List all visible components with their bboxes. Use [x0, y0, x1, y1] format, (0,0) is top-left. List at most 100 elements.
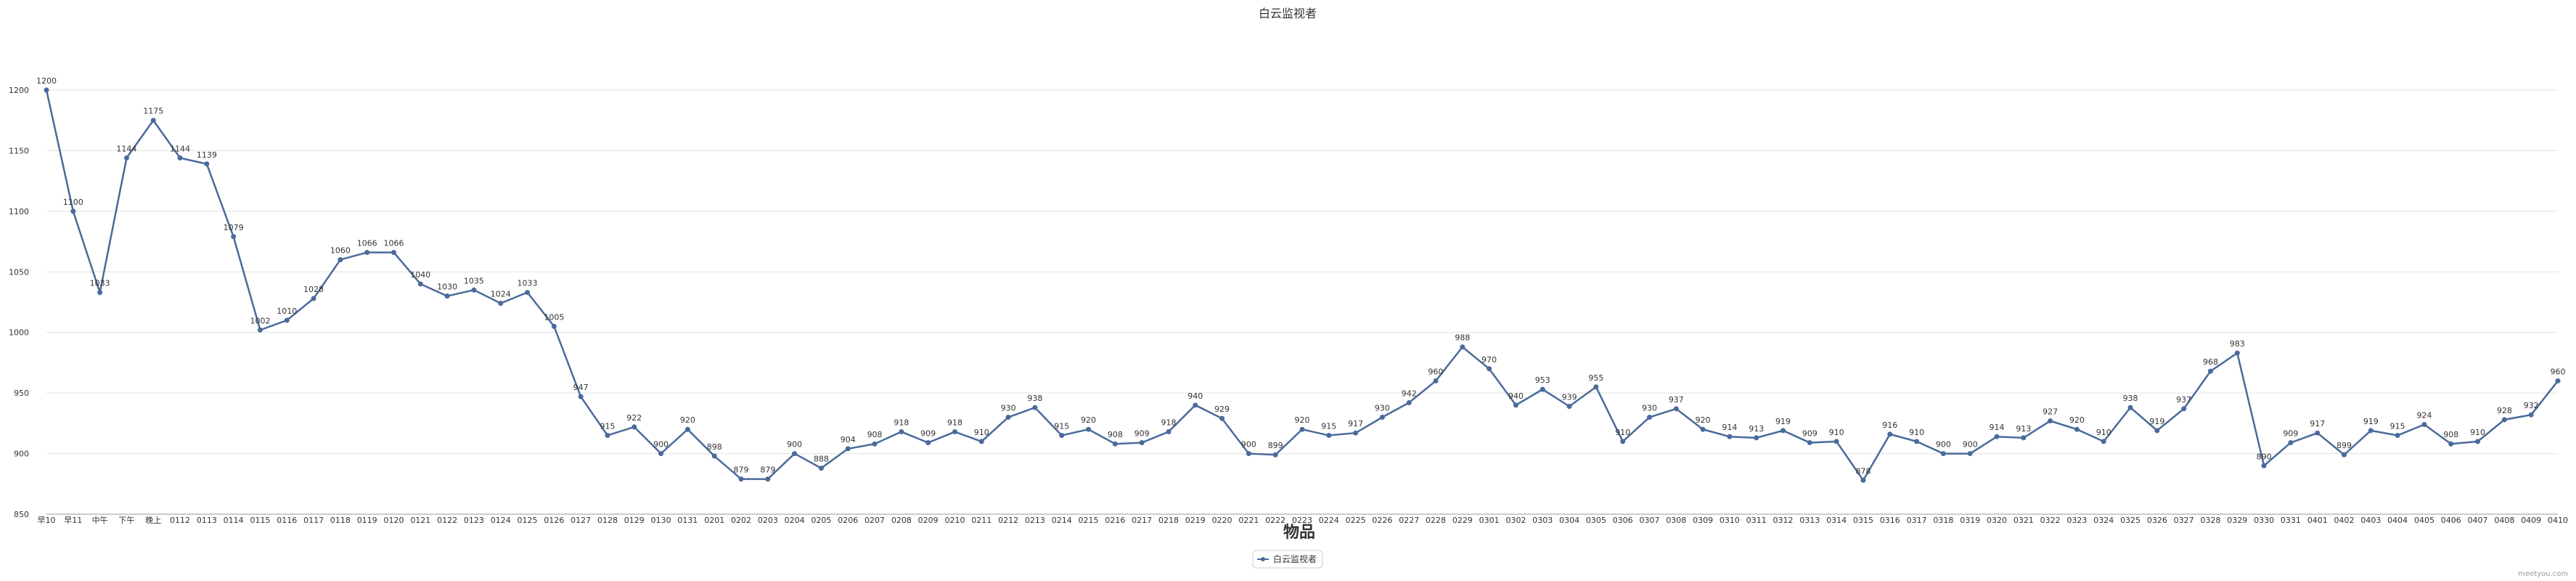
data-point[interactable]: [2234, 350, 2240, 356]
data-point[interactable]: [257, 327, 263, 333]
data-point[interactable]: [2555, 378, 2561, 383]
data-point[interactable]: [1833, 439, 1839, 444]
x-tick-label: 0123: [464, 516, 484, 525]
data-point[interactable]: [364, 250, 370, 256]
data-point[interactable]: [150, 118, 156, 123]
data-point[interactable]: [1487, 366, 1492, 372]
data-point[interactable]: [2207, 368, 2213, 374]
data-point[interactable]: [551, 323, 557, 329]
data-point[interactable]: [2421, 422, 2427, 428]
data-point[interactable]: [2127, 405, 2133, 410]
data-point[interactable]: [1032, 405, 1038, 410]
data-point[interactable]: [444, 293, 450, 299]
data-point[interactable]: [2021, 435, 2027, 441]
data-point[interactable]: [605, 433, 610, 439]
data-point[interactable]: [2368, 428, 2373, 434]
data-point[interactable]: [1406, 399, 1412, 405]
data-point[interactable]: [2181, 406, 2187, 412]
legend[interactable]: 白云监视者: [1252, 550, 1323, 569]
data-point[interactable]: [738, 476, 744, 482]
data-point[interactable]: [177, 155, 183, 161]
data-point[interactable]: [899, 429, 904, 435]
data-point[interactable]: [1112, 441, 1118, 447]
data-point[interactable]: [1967, 451, 1973, 457]
data-point[interactable]: [1593, 384, 1599, 390]
data-point[interactable]: [1647, 415, 1653, 420]
data-point[interactable]: [711, 453, 717, 459]
data-point[interactable]: [204, 161, 210, 167]
data-point[interactable]: [658, 451, 664, 457]
data-point[interactable]: [2315, 430, 2321, 436]
data-point[interactable]: [417, 281, 423, 287]
data-point[interactable]: [2475, 439, 2481, 444]
data-point[interactable]: [311, 296, 316, 301]
data-point[interactable]: [1673, 406, 1679, 412]
data-point[interactable]: [2261, 463, 2267, 468]
data-point[interactable]: [1379, 415, 1385, 420]
data-point[interactable]: [1326, 433, 1332, 439]
data-point[interactable]: [765, 476, 771, 482]
x-tick-label: 0219: [1185, 516, 1206, 525]
data-point[interactable]: [684, 426, 690, 432]
data-point[interactable]: [1353, 430, 1359, 436]
data-point[interactable]: [872, 441, 878, 447]
data-point[interactable]: [1513, 402, 1518, 408]
data-point[interactable]: [97, 290, 103, 296]
data-point[interactable]: [471, 287, 477, 293]
data-point[interactable]: [1807, 440, 1812, 446]
data-point[interactable]: [2074, 426, 2080, 432]
data-point[interactable]: [1433, 378, 1439, 383]
data-point[interactable]: [1460, 344, 1465, 350]
data-point[interactable]: [1994, 434, 2000, 439]
data-point[interactable]: [1219, 415, 1225, 421]
data-point[interactable]: [1005, 415, 1011, 420]
data-point[interactable]: [1193, 402, 1198, 408]
data-point[interactable]: [498, 301, 504, 306]
data-point[interactable]: [338, 257, 343, 263]
data-point[interactable]: [1754, 435, 1759, 441]
data-point[interactable]: [1620, 439, 1626, 444]
data-point[interactable]: [1059, 433, 1065, 439]
data-point[interactable]: [2101, 439, 2106, 444]
data-point[interactable]: [44, 87, 49, 93]
data-point[interactable]: [2154, 428, 2160, 434]
data-point[interactable]: [1086, 426, 1092, 432]
data-point[interactable]: [2448, 441, 2454, 447]
data-point[interactable]: [2395, 433, 2400, 439]
data-point[interactable]: [1887, 431, 1893, 437]
data-point[interactable]: [284, 317, 290, 323]
data-point[interactable]: [925, 440, 931, 446]
data-point[interactable]: [1860, 477, 1866, 483]
data-point[interactable]: [1566, 403, 1572, 409]
data-point[interactable]: [1272, 452, 1278, 458]
data-point[interactable]: [1780, 428, 1786, 434]
data-point[interactable]: [70, 208, 76, 214]
data-point[interactable]: [2048, 418, 2053, 424]
data-point[interactable]: [1940, 451, 1946, 457]
data-point[interactable]: [1166, 429, 1172, 435]
data-point[interactable]: [978, 439, 984, 444]
data-point[interactable]: [525, 290, 531, 296]
data-point[interactable]: [631, 424, 637, 430]
data-point[interactable]: [123, 155, 129, 161]
data-point[interactable]: [1540, 386, 1545, 392]
data-point[interactable]: [792, 451, 798, 457]
data-point[interactable]: [391, 250, 397, 256]
data-point[interactable]: [2528, 412, 2534, 418]
data-point[interactable]: [2501, 417, 2507, 423]
legend-marker-dot: [1261, 557, 1265, 561]
data-point[interactable]: [952, 429, 957, 435]
data-point[interactable]: [845, 446, 851, 452]
data-point[interactable]: [1139, 440, 1145, 446]
data-point[interactable]: [1246, 451, 1251, 457]
data-point[interactable]: [2288, 440, 2294, 446]
data-point[interactable]: [818, 466, 824, 471]
data-point[interactable]: [1700, 426, 1706, 432]
data-point[interactable]: [1299, 426, 1305, 432]
data-point[interactable]: [1727, 434, 1733, 439]
data-point[interactable]: [231, 234, 237, 240]
data-point[interactable]: [578, 394, 584, 399]
x-tick-label: 0328: [2200, 516, 2220, 525]
data-point[interactable]: [2342, 452, 2347, 458]
data-point[interactable]: [1914, 439, 1920, 444]
